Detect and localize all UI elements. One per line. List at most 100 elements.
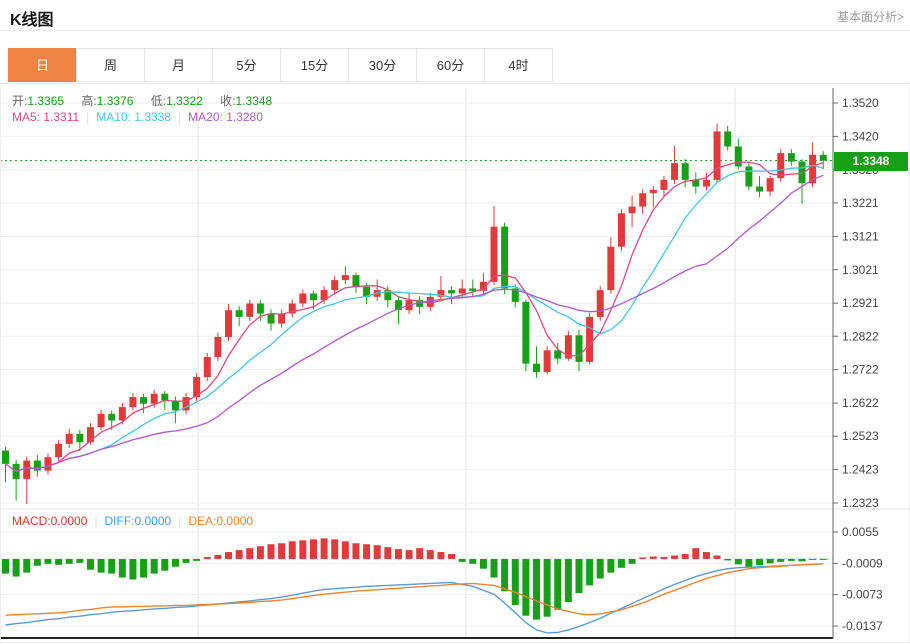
macd-axis-label: -0.0009 — [842, 556, 883, 570]
tab-week[interactable]: 周 — [76, 48, 145, 82]
ma10-line — [5, 164, 824, 473]
candle-body — [607, 246, 615, 291]
candle-body — [639, 193, 647, 207]
candle-body — [660, 179, 668, 190]
low-label: 低: — [150, 94, 167, 108]
macd-histogram-bar — [490, 558, 498, 578]
candle-body — [65, 433, 73, 444]
macd-histogram-bar — [437, 552, 445, 559]
candle-body — [33, 460, 41, 471]
candle-body — [426, 296, 434, 307]
macd-histogram-bar — [384, 547, 392, 559]
tab-day[interactable]: 日 — [8, 48, 77, 82]
macd-histogram-bar — [416, 548, 424, 559]
open-value: 1.3365 — [27, 94, 65, 108]
macd-histogram-bar — [331, 539, 339, 559]
macd-histogram-bar — [129, 558, 137, 580]
candle-body — [203, 356, 211, 378]
macd-histogram-bar — [734, 558, 742, 565]
candle-body — [44, 457, 52, 471]
candle-body — [437, 290, 445, 297]
macd-histogram-bar — [511, 558, 519, 605]
macd-histogram-bar — [171, 558, 179, 567]
macd-histogram-bar — [288, 541, 296, 559]
macd-histogram-bar — [363, 544, 371, 559]
macd-histogram-bar — [2, 558, 9, 574]
candle-body — [756, 186, 764, 192]
macd-histogram-bar — [246, 548, 254, 559]
macd-histogram-bar — [448, 554, 456, 559]
macd-histogram-bar — [787, 558, 795, 561]
candle-body — [671, 163, 679, 180]
y-axis-label: 1.3520 — [842, 96, 879, 110]
macd-histogram-bar — [97, 558, 105, 573]
high-label: 高: — [81, 94, 97, 108]
candle-body — [278, 313, 286, 324]
diff-label: DIFF: — [104, 514, 135, 528]
candle-body — [341, 275, 349, 281]
candle-body — [118, 407, 126, 421]
macd-histogram-bar — [756, 558, 764, 566]
macd-histogram-bar — [235, 550, 243, 559]
macd-histogram-bar — [713, 555, 721, 559]
macd-histogram-bar — [671, 555, 679, 559]
macd-histogram-bar — [44, 558, 52, 564]
tab-60min[interactable]: 60分 — [416, 48, 485, 82]
macd-histogram-bar — [692, 548, 700, 559]
y-axis-label: 1.2523 — [842, 429, 879, 443]
ohlc-legend: 开:1.3365 高:1.3376 低:1.3322 收:1.3348 — [12, 92, 286, 109]
macd-histogram-bar — [501, 558, 509, 592]
macd-histogram-bar — [33, 558, 41, 566]
tab-5min[interactable]: 5分 — [212, 48, 281, 82]
tab-month[interactable]: 月 — [144, 48, 213, 82]
tab-30min[interactable]: 30分 — [348, 48, 417, 82]
fundamental-analysis-link[interactable]: 基本面分析> — [836, 10, 904, 24]
macd-histogram-bar — [533, 558, 540, 620]
macd-axis-label: -0.0073 — [842, 588, 883, 602]
y-axis-label: 1.2722 — [842, 363, 879, 377]
candle-body — [819, 154, 827, 161]
candle-body — [479, 281, 487, 291]
tab-15min[interactable]: 15分 — [280, 48, 349, 82]
macd-histogram-bar — [373, 545, 381, 559]
candle-body — [702, 179, 710, 187]
ma-legend: MA5: 1.3311 | MA10: 1.3338 | MA20: 1.3280 — [12, 110, 263, 124]
macd-histogram-bar — [607, 558, 615, 573]
macd-histogram-bar — [341, 541, 349, 559]
candle-body — [511, 288, 519, 302]
candle-body — [809, 154, 817, 184]
macd-histogram-bar — [161, 558, 169, 571]
ma10-label: MA10: — [96, 110, 131, 124]
macd-histogram-bar — [819, 558, 827, 560]
macd-histogram-bar — [522, 558, 530, 616]
macd-histogram-bar — [639, 557, 647, 559]
candle-body — [628, 206, 636, 214]
macd-histogram-bar — [798, 558, 806, 562]
macd-histogram-bar — [649, 556, 657, 559]
macd-histogram-bar — [543, 558, 551, 617]
header-divider — [0, 30, 910, 31]
candle-body — [182, 397, 190, 411]
candle-body — [469, 288, 477, 291]
macd-histogram-bar — [108, 558, 116, 574]
macd-histogram-bar — [225, 552, 233, 559]
y-axis-label: 1.2323 — [842, 496, 879, 510]
candle-body — [543, 350, 551, 373]
candle-body — [320, 290, 328, 301]
candle-body — [649, 189, 657, 194]
diff-value: 0.0000 — [134, 514, 172, 528]
macd-histogram-bar — [554, 558, 562, 610]
macd-histogram-bar — [150, 558, 158, 574]
y-axis-label: 1.2622 — [842, 396, 879, 410]
page-title: K线图 — [10, 12, 54, 29]
y-axis-label: 1.3121 — [842, 229, 879, 243]
macd-histogram-bar — [203, 556, 211, 559]
candle-body — [522, 301, 530, 364]
candle-body — [798, 161, 806, 184]
macd-histogram-bar — [299, 540, 307, 559]
tab-4hour[interactable]: 4时 — [484, 48, 553, 82]
macd-histogram-bar — [140, 558, 148, 578]
macd-histogram-bar — [55, 558, 63, 565]
candle-body — [564, 335, 572, 359]
macd-histogram-bar — [766, 558, 774, 564]
